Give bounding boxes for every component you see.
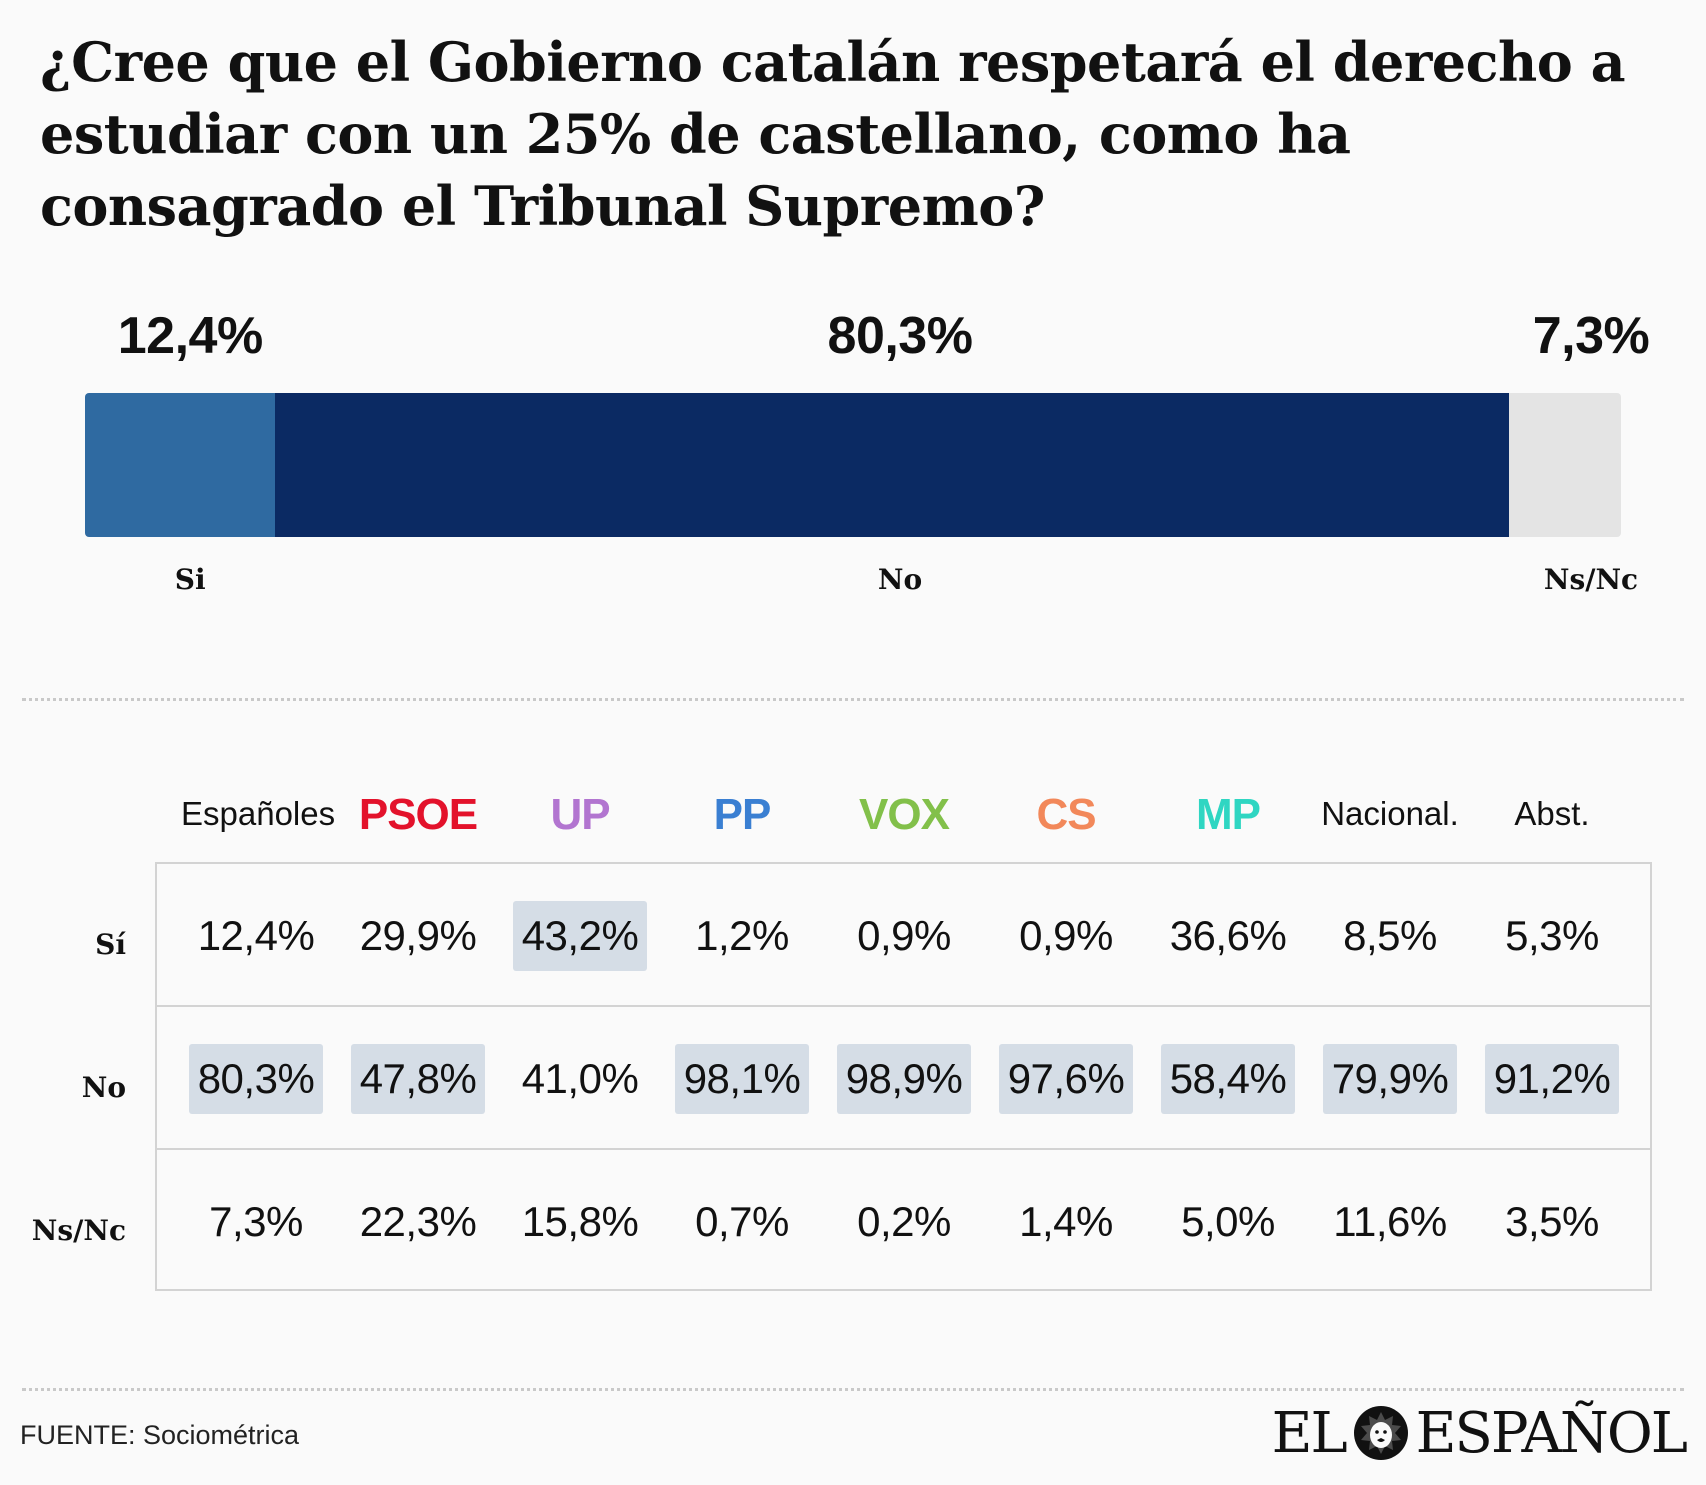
row-label-nsnc: Ns/Nc [31, 1213, 126, 1247]
table-cell: 8,5% [1343, 911, 1437, 959]
logo-text-right: ESPAÑOL [1415, 1400, 1688, 1466]
chart-title: ¿Cree que el Gobierno catalán respetará … [40, 30, 1626, 238]
table-cell: 41,0% [521, 1054, 639, 1102]
table-cell: 58,4% [1161, 1043, 1295, 1114]
table-cell: 1,4% [1019, 1197, 1113, 1245]
table-cell: 43,2% [513, 900, 647, 971]
source-note: FUENTE: Sociométrica [20, 1420, 300, 1450]
table-cell: 0,2% [857, 1197, 951, 1245]
bar-segment-si [85, 393, 276, 537]
table-cell: 98,1% [675, 1043, 809, 1114]
table-cell: 36,6% [1169, 911, 1287, 959]
logo-text-left: EL [1271, 1400, 1348, 1466]
column-header-mp: MP [1196, 790, 1261, 839]
column-header-cs: CS [1036, 790, 1096, 839]
lion-head-icon [1353, 1406, 1408, 1460]
column-header-psoe: PSOE [358, 790, 478, 839]
table-cell: 5,0% [1181, 1197, 1275, 1245]
column-header-pp: PP [713, 790, 772, 839]
value-label-no: 80,3% [827, 307, 973, 365]
category-label-nsnc: Ns/Nc [1543, 563, 1639, 596]
table-cell: 0,9% [857, 911, 951, 959]
category-label-si: Si [174, 563, 206, 596]
divider-bottom [22, 1388, 1684, 1391]
table-cell: 3,5% [1505, 1197, 1599, 1245]
category-label-no: No [877, 563, 923, 596]
table-cell: 11,6% [1333, 1197, 1447, 1245]
table-cell: 1,2% [695, 911, 789, 959]
column-header-up: UP [550, 790, 610, 839]
table-cell: 79,9% [1323, 1043, 1457, 1114]
row-divider [155, 1005, 1652, 1007]
table-cell: 0,9% [1019, 911, 1113, 959]
row-label-s: Sí [95, 927, 126, 961]
table-cell: 97,6% [999, 1043, 1133, 1114]
table-cell: 7,3% [209, 1197, 303, 1245]
table-cell: 0,7% [695, 1197, 789, 1245]
row-divider [155, 1148, 1652, 1150]
table-cell: 15,8% [521, 1197, 639, 1245]
column-header-abst: Abst. [1514, 795, 1590, 832]
bar-segment-nsnc [1508, 393, 1621, 537]
table-cell: 80,3% [189, 1043, 323, 1114]
stacked-bar [85, 393, 1621, 537]
divider-top [22, 698, 1684, 701]
column-header-nacional: Nacional. [1321, 795, 1459, 832]
column-header-espaoles: Españoles [181, 795, 336, 832]
table-cell: 98,9% [837, 1043, 971, 1114]
table-cell: 22,3% [359, 1197, 477, 1245]
row-label-no: No [81, 1070, 126, 1104]
value-label-nsnc: 7,3% [1532, 307, 1650, 365]
table-cell: 5,3% [1505, 911, 1599, 959]
column-header-vox: VOX [859, 790, 950, 839]
table-cell: 29,9% [359, 911, 477, 959]
el-espanol-logo: EL ESPAÑOL [1271, 1398, 1688, 1468]
table-cell: 47,8% [351, 1043, 485, 1114]
table-cell: 91,2% [1485, 1043, 1619, 1114]
bar-segment-no [275, 393, 1509, 537]
value-label-si: 12,4% [117, 307, 263, 365]
table-cell: 12,4% [197, 911, 315, 959]
